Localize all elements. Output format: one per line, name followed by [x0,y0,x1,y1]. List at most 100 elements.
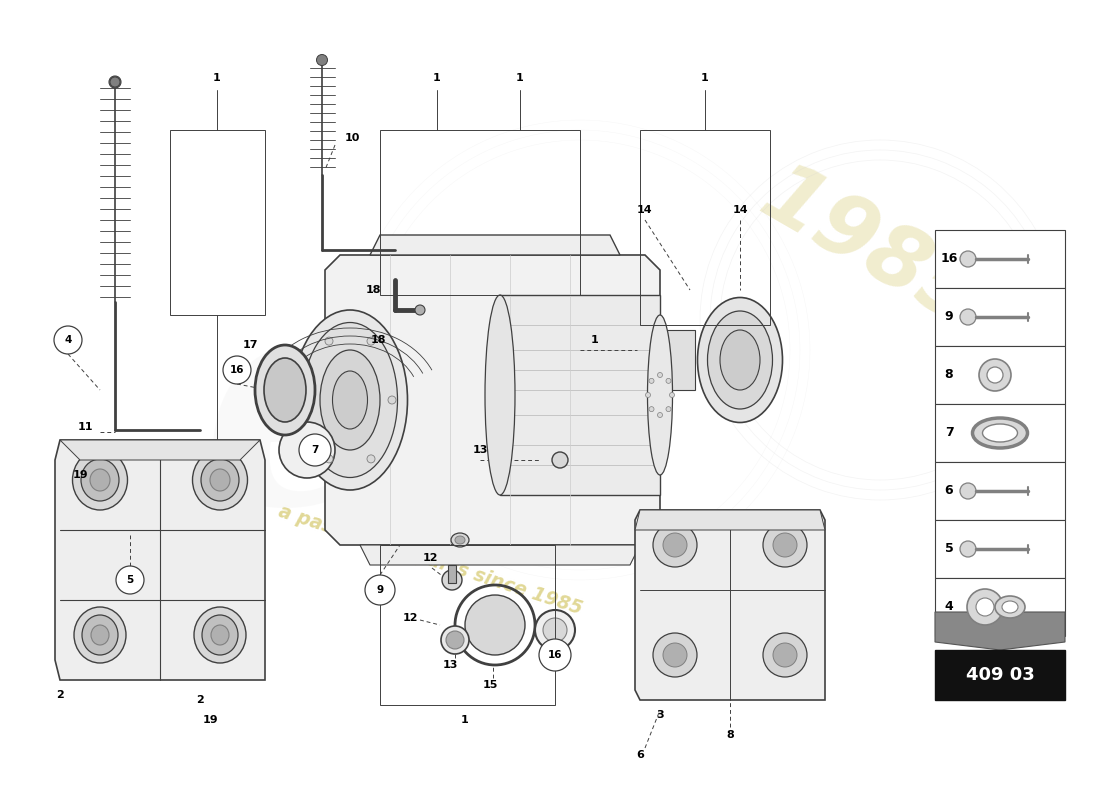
Text: 3: 3 [657,710,663,720]
Circle shape [658,373,662,378]
Ellipse shape [255,345,315,435]
Polygon shape [324,255,660,545]
Circle shape [663,643,688,667]
Ellipse shape [194,607,246,663]
Circle shape [979,359,1011,391]
Circle shape [539,639,571,671]
Polygon shape [60,440,260,460]
Text: 18: 18 [371,335,386,345]
Text: 8: 8 [945,369,954,382]
Circle shape [324,455,333,463]
Circle shape [367,455,375,463]
Circle shape [367,337,375,345]
Circle shape [279,422,335,478]
Text: 1: 1 [591,335,598,345]
Ellipse shape [996,596,1025,618]
Bar [448,565,456,583]
Bar [379,545,556,705]
Ellipse shape [81,459,119,501]
Circle shape [415,305,425,315]
Bar [935,346,1065,404]
Text: 19: 19 [202,715,218,725]
Text: 19: 19 [73,470,88,480]
Polygon shape [360,545,640,565]
Text: 9: 9 [945,310,954,323]
Ellipse shape [697,298,782,422]
Ellipse shape [201,459,239,501]
Ellipse shape [264,358,306,422]
Circle shape [960,251,976,267]
Ellipse shape [1002,601,1018,613]
Polygon shape [935,612,1065,650]
Polygon shape [370,235,620,255]
Text: 5: 5 [126,575,133,585]
Text: 2: 2 [196,695,204,705]
Ellipse shape [972,418,1027,448]
Bar [666,330,695,390]
Ellipse shape [192,450,248,510]
Polygon shape [635,510,825,530]
Text: 6: 6 [945,485,954,498]
Circle shape [649,378,654,383]
Circle shape [763,523,807,567]
Circle shape [116,566,144,594]
Bar [935,462,1065,520]
Circle shape [960,541,976,557]
Ellipse shape [91,625,109,645]
Bar [935,230,1065,288]
Circle shape [666,406,671,412]
Text: 1985: 1985 [746,154,994,346]
Circle shape [663,533,688,557]
Text: 6: 6 [636,750,644,760]
Circle shape [109,76,121,88]
Text: 17: 17 [242,340,257,350]
Ellipse shape [74,607,126,663]
Ellipse shape [465,595,525,655]
Circle shape [304,396,312,404]
Circle shape [442,570,462,590]
Circle shape [388,396,396,404]
Bar [500,295,660,495]
Circle shape [646,393,650,398]
Bar [935,404,1065,462]
Ellipse shape [73,450,128,510]
Ellipse shape [211,625,229,645]
Ellipse shape [441,626,469,654]
Circle shape [658,413,662,418]
Circle shape [324,337,333,345]
Circle shape [670,393,674,398]
Circle shape [543,618,566,642]
Text: 16: 16 [548,650,562,660]
Text: 1: 1 [516,73,524,83]
Text: 8: 8 [726,730,734,740]
Ellipse shape [320,350,379,450]
Bar [170,130,265,315]
Text: 1: 1 [433,73,441,83]
Circle shape [317,54,328,66]
Text: 9: 9 [376,585,384,595]
Text: 4: 4 [64,335,72,345]
Ellipse shape [446,631,464,649]
Circle shape [960,483,976,499]
Bar [935,520,1065,578]
Circle shape [773,533,798,557]
Text: 1: 1 [213,73,221,83]
Ellipse shape [982,424,1018,442]
Text: 11: 11 [77,422,92,432]
Text: 18: 18 [365,285,381,295]
Circle shape [987,367,1003,383]
Text: 13: 13 [442,660,458,670]
Bar [935,288,1065,346]
Circle shape [653,523,697,567]
Bar [640,130,770,325]
Circle shape [54,326,82,354]
Text: 10: 10 [344,133,360,143]
Text: 12: 12 [403,613,418,623]
Ellipse shape [210,469,230,491]
Text: 1: 1 [701,73,708,83]
Circle shape [223,356,251,384]
Text: 2: 2 [56,690,64,700]
Text: 5: 5 [945,542,954,555]
Polygon shape [635,510,825,700]
Text: 7: 7 [311,445,319,455]
